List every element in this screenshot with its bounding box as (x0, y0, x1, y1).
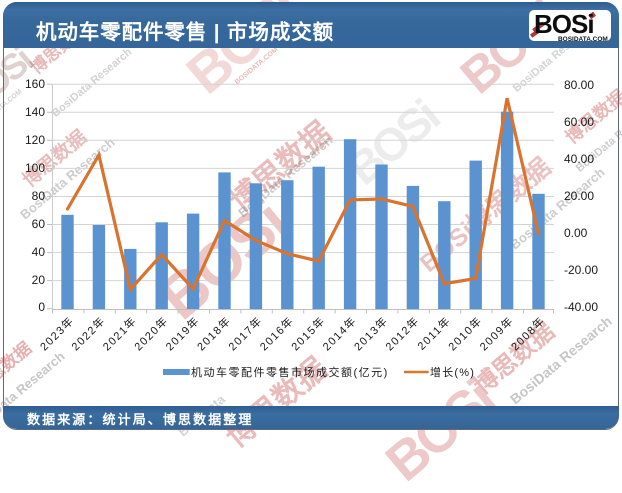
svg-text:-40.00: -40.00 (564, 300, 598, 314)
svg-text:20.00: 20.00 (564, 189, 594, 203)
svg-text:-20.00: -20.00 (564, 263, 598, 277)
svg-text:20: 20 (32, 273, 46, 287)
svg-text:140: 140 (25, 105, 45, 119)
svg-text:40.00: 40.00 (564, 152, 594, 166)
svg-text:0: 0 (38, 300, 45, 314)
svg-text:80: 80 (32, 189, 46, 203)
svg-text:100: 100 (25, 161, 45, 175)
svg-text:40: 40 (32, 245, 46, 259)
svg-text:0.00: 0.00 (564, 226, 588, 240)
svg-text:增长(%): 增长(%) (430, 365, 475, 379)
svg-text:160: 160 (25, 77, 45, 91)
svg-text:60.00: 60.00 (564, 115, 594, 129)
svg-text:120: 120 (25, 133, 45, 147)
svg-text:80.00: 80.00 (564, 78, 594, 92)
svg-text:60: 60 (32, 217, 46, 231)
svg-text:机动车零配件零售市场成交额(亿元): 机动车零配件零售市场成交额(亿元) (191, 365, 389, 379)
svg-text:2012年: 2012年 (382, 313, 422, 353)
svg-text:2008年: 2008年 (508, 313, 548, 353)
